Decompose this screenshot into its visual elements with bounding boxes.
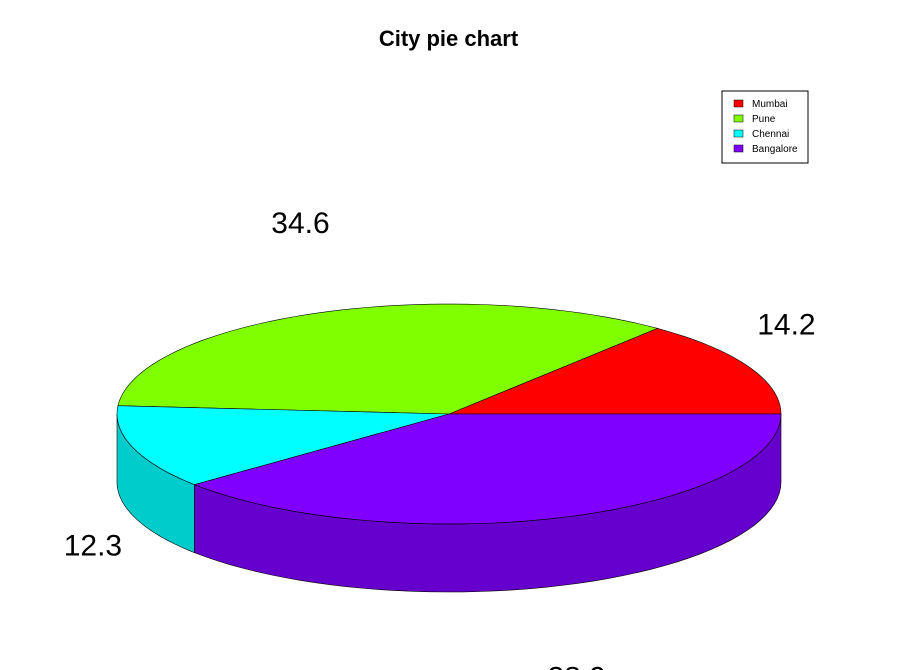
- legend-label-bangalore: Bangalore: [752, 144, 798, 155]
- legend-label-pune: Pune: [752, 114, 776, 125]
- chart-title: City pie chart: [378, 26, 519, 51]
- pie-slice-pune: [117, 303, 659, 415]
- legend-swatch-bangalore: [733, 144, 744, 153]
- legend: Mumbai Pune Chennai Bangalore: [721, 90, 809, 164]
- value-label-pune: 34.6: [271, 207, 329, 240]
- legend-swatch-chennai: [733, 129, 744, 138]
- legend-label-mumbai: Mumbai: [752, 99, 788, 110]
- pie-slice-mumbai: [448, 328, 782, 415]
- value-label-chennai: 12.3: [64, 530, 122, 563]
- legend-items: Mumbai Pune Chennai Bangalore: [733, 99, 798, 155]
- pie-slice-bangalore: [193, 413, 782, 525]
- legend-swatch-mumbai: [733, 99, 744, 108]
- pie-value-labels: 14.2 34.6 12.3 38.9: [64, 207, 816, 670]
- value-label-bangalore: 38.9: [548, 662, 606, 670]
- legend-swatch-pune: [733, 114, 744, 123]
- legend-label-chennai: Chennai: [752, 129, 789, 140]
- pie-slice-chennai: [116, 405, 450, 485]
- pie-tops: [116, 303, 782, 525]
- value-label-mumbai: 14.2: [757, 308, 815, 341]
